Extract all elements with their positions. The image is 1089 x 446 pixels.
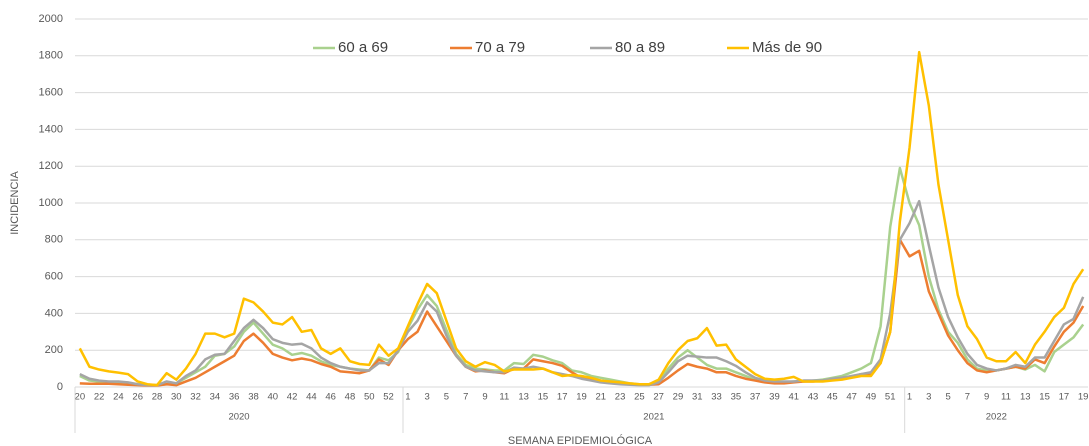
series-line bbox=[79, 166, 1085, 387]
x-tick-label: 26 bbox=[132, 392, 143, 403]
x-tick-label: 15 bbox=[538, 392, 549, 403]
x-tick-label: 34 bbox=[210, 392, 221, 403]
legend-label: 80 a 89 bbox=[615, 39, 665, 56]
x-tick-label: 9 bbox=[482, 392, 487, 403]
x-tick-label: 23 bbox=[615, 392, 626, 403]
x-tick-label: 7 bbox=[463, 392, 468, 403]
x-tick-label: 44 bbox=[306, 392, 317, 403]
x-tick-label: 48 bbox=[345, 392, 356, 403]
x-tick-label: 22 bbox=[94, 392, 105, 403]
x-tick-label: 37 bbox=[750, 392, 761, 403]
x-tick-label: 33 bbox=[711, 392, 722, 403]
x-tick-label: 5 bbox=[444, 392, 449, 403]
x-tick-label: 42 bbox=[287, 392, 298, 403]
x-tick-label: 17 bbox=[557, 392, 568, 403]
x-tick-label: 49 bbox=[866, 392, 877, 403]
x-tick-label: 5 bbox=[945, 392, 950, 403]
x-tick-label: 27 bbox=[653, 392, 664, 403]
x-tick-label: 21 bbox=[596, 392, 607, 403]
x-tick-label: 3 bbox=[926, 392, 931, 403]
x-tick-label: 7 bbox=[965, 392, 970, 403]
x-tick-label: 13 bbox=[518, 392, 529, 403]
x-tick-label: 17 bbox=[1059, 392, 1070, 403]
x-tick-label: 24 bbox=[113, 392, 124, 403]
y-tick-label: 600 bbox=[45, 271, 63, 283]
x-tick-label: 9 bbox=[984, 392, 989, 403]
y-tick-label: 2000 bbox=[39, 13, 63, 25]
x-axis-title: SEMANA EPIDEMIOLÓGICA bbox=[508, 434, 653, 446]
y-tick-label: 200 bbox=[45, 344, 63, 356]
y-tick-label: 1800 bbox=[39, 50, 63, 62]
y-tick-label: 400 bbox=[45, 307, 63, 319]
y-axis-title: INCIDENCIA bbox=[9, 171, 21, 235]
x-tick-label: 3 bbox=[424, 392, 429, 403]
x-tick-label: 29 bbox=[673, 392, 684, 403]
x-tick-label: 47 bbox=[846, 392, 857, 403]
legend-label: Más de 90 bbox=[752, 39, 822, 56]
x-tick-label: 13 bbox=[1020, 392, 1031, 403]
x-tick-label: 15 bbox=[1039, 392, 1050, 403]
legend-label: 60 a 69 bbox=[338, 39, 388, 56]
legend-label: 70 a 79 bbox=[475, 39, 525, 56]
x-tick-label: 25 bbox=[634, 392, 645, 403]
x-tick-label: 52 bbox=[383, 392, 394, 403]
x-tick-label: 19 bbox=[1078, 392, 1089, 403]
x-tick-label: 20 bbox=[75, 392, 86, 403]
x-tick-label: 43 bbox=[808, 392, 819, 403]
x-tick-label: 35 bbox=[731, 392, 742, 403]
x-tick-label: 40 bbox=[267, 392, 278, 403]
series-line bbox=[78, 50, 1085, 387]
group-label: 2022 bbox=[986, 412, 1007, 423]
x-tick-label: 30 bbox=[171, 392, 182, 403]
x-tick-label: 31 bbox=[692, 392, 703, 403]
y-tick-label: 1000 bbox=[39, 197, 63, 209]
y-tick-label: 0 bbox=[57, 381, 63, 393]
x-tick-label: 51 bbox=[885, 392, 896, 403]
x-tick-label: 1 bbox=[907, 392, 912, 403]
x-tick-label: 32 bbox=[190, 392, 201, 403]
x-tick-label: 11 bbox=[1001, 392, 1011, 403]
y-tick-label: 1200 bbox=[39, 160, 63, 172]
x-tick-label: 19 bbox=[576, 392, 587, 403]
series-line bbox=[79, 199, 1085, 387]
x-tick-label: 36 bbox=[229, 392, 240, 403]
x-tick-label: 46 bbox=[325, 392, 336, 403]
group-label: 2020 bbox=[228, 412, 249, 423]
x-tick-label: 50 bbox=[364, 392, 375, 403]
x-tick-label: 41 bbox=[788, 392, 799, 403]
y-tick-label: 800 bbox=[45, 234, 63, 246]
y-tick-label: 1600 bbox=[39, 87, 63, 99]
x-tick-label: 28 bbox=[152, 392, 163, 403]
x-tick-label: 11 bbox=[499, 392, 509, 403]
y-tick-label: 1400 bbox=[39, 123, 63, 135]
x-tick-label: 45 bbox=[827, 392, 838, 403]
group-label: 2021 bbox=[643, 412, 664, 423]
x-tick-label: 1 bbox=[405, 392, 410, 403]
x-tick-label: 39 bbox=[769, 392, 780, 403]
x-tick-label: 38 bbox=[248, 392, 259, 403]
